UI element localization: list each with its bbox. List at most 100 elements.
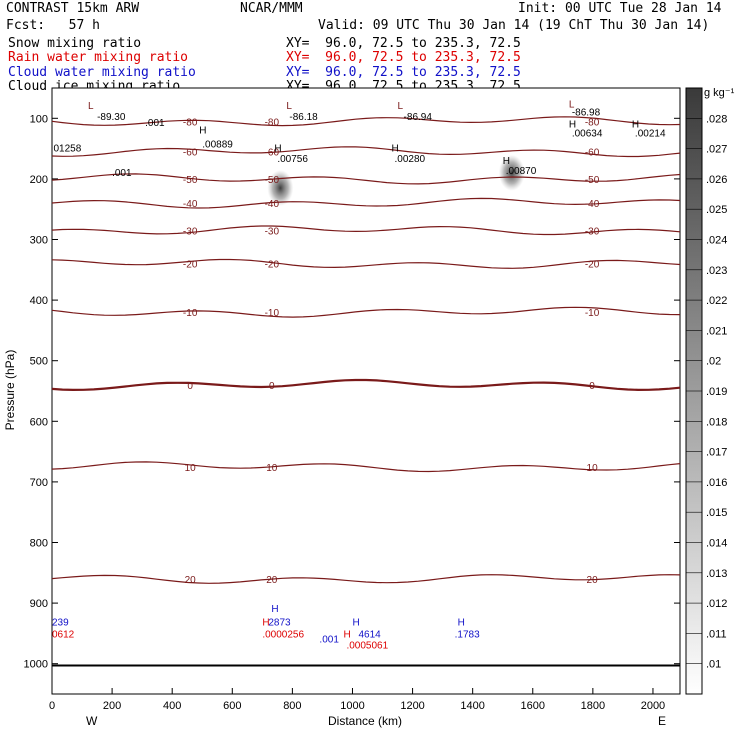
contour-label-20-1: 20 bbox=[266, 575, 278, 586]
colorbar-tick-label-7: .017 bbox=[706, 447, 727, 459]
x-tick-label-600: 600 bbox=[223, 700, 241, 712]
extrema-label-6: L bbox=[569, 99, 575, 110]
y-tick-label-500: 500 bbox=[30, 356, 48, 368]
extrema-label-12: H bbox=[392, 144, 399, 155]
extrema-label-5: -86.94 bbox=[404, 112, 433, 123]
extrema-label-13: .00280 bbox=[395, 154, 426, 165]
header-fcst: Fcst: 57 h bbox=[6, 18, 100, 33]
contour-label--80-2: -80 bbox=[585, 117, 600, 128]
colorbar-tick-label-15: .025 bbox=[706, 204, 727, 216]
field-label-cloud-water: Cloud water mixing ratio bbox=[8, 65, 196, 80]
colorbar-unit: g kg⁻¹ bbox=[704, 87, 735, 99]
extrema-label-8: H bbox=[199, 125, 206, 136]
contour-label--20-0: -20 bbox=[183, 260, 198, 271]
ice-shading-blob-1 bbox=[498, 154, 525, 191]
header-model: CONTRAST 15km ARW bbox=[6, 1, 140, 16]
colorbar-tick-label-16: .026 bbox=[706, 174, 727, 186]
extrema-label-32: 239 bbox=[52, 618, 69, 629]
contour-label--30-0: -30 bbox=[183, 226, 198, 237]
contour-label--40-1: -40 bbox=[265, 199, 280, 210]
extrema-label-27: H bbox=[343, 630, 350, 641]
contour-label--10-0: -10 bbox=[183, 308, 198, 319]
x-tick-label-200: 200 bbox=[103, 700, 121, 712]
temperature-contour-10 bbox=[51, 461, 681, 473]
contour-label--60-1: -60 bbox=[265, 148, 280, 159]
extrema-label-22: 01258 bbox=[54, 144, 82, 155]
colorbar-tick-label-11: .021 bbox=[706, 325, 727, 337]
contour-label--40-2: -40 bbox=[585, 199, 600, 210]
extrema-label-25: H bbox=[458, 618, 465, 629]
extrema-label-28: 2873 bbox=[268, 618, 291, 629]
contour-label--50-2: -50 bbox=[585, 175, 600, 186]
x-tick-label-1200: 1200 bbox=[400, 700, 424, 712]
colorbar-tick-label-18: .028 bbox=[706, 113, 727, 125]
contour-label--30-1: -30 bbox=[265, 226, 280, 237]
y-tick-label-300: 300 bbox=[30, 235, 48, 247]
contour-label-10-1: 10 bbox=[266, 463, 278, 474]
extrema-label-21: .001 bbox=[112, 168, 132, 179]
contour-label--50-1: -50 bbox=[265, 175, 280, 186]
extrema-label-34: .0000256 bbox=[262, 630, 304, 641]
header-center: NCAR/MMM bbox=[240, 1, 303, 16]
contour-label--40-0: -40 bbox=[183, 199, 198, 210]
x-tick-label-400: 400 bbox=[163, 700, 181, 712]
x-tick-label-1000: 1000 bbox=[340, 700, 364, 712]
contour-label-20-0: 20 bbox=[185, 575, 197, 586]
extrema-label-11: .00756 bbox=[277, 154, 308, 165]
extrema-label-24: H bbox=[352, 618, 359, 629]
extrema-label-14: H bbox=[503, 156, 510, 167]
extrema-label-20: .001 bbox=[145, 118, 165, 129]
contour-label-0-1: 0 bbox=[269, 381, 275, 392]
extrema-label-19: .00214 bbox=[635, 128, 666, 139]
contour-label--10-1: -10 bbox=[265, 308, 280, 319]
y-tick-label-600: 600 bbox=[30, 416, 48, 428]
extrema-label-26: H bbox=[262, 618, 269, 629]
colorbar-tick-label-5: .015 bbox=[706, 507, 727, 519]
field-label-rain: Rain water mixing ratio bbox=[8, 50, 189, 65]
field-label-snow: Snow mixing ratio bbox=[8, 36, 142, 51]
x-end-label-east: E bbox=[658, 714, 666, 728]
extrema-label-17: .00634 bbox=[572, 128, 603, 139]
extrema-label-9: .00889 bbox=[202, 139, 233, 150]
y-tick-label-400: 400 bbox=[30, 295, 48, 307]
contour-label--50-0: -50 bbox=[183, 175, 198, 186]
colorbar-tick-label-6: .016 bbox=[706, 477, 727, 489]
contour-label--60-0: -60 bbox=[183, 148, 198, 159]
contour-label--10-2: -10 bbox=[585, 308, 600, 319]
extrema-label-1: -89.30 bbox=[97, 112, 126, 123]
colorbar-tick-label-0: .01 bbox=[706, 659, 721, 671]
colorbar-tick-label-2: .012 bbox=[706, 598, 727, 610]
extrema-label-4: L bbox=[398, 101, 404, 112]
extrema-label-16: H bbox=[569, 119, 576, 130]
y-tick-label-200: 200 bbox=[30, 174, 48, 186]
field-xy-rain: XY= 96.0, 72.5 to 235.3, 72.5 bbox=[286, 50, 521, 65]
contour-label--80-1: -80 bbox=[265, 117, 280, 128]
temperature-contour-0 bbox=[51, 378, 681, 392]
x-tick-label-1800: 1800 bbox=[581, 700, 605, 712]
temperature-contour--50 bbox=[51, 173, 681, 185]
x-tick-label-1400: 1400 bbox=[460, 700, 484, 712]
temperature-contour--30 bbox=[51, 225, 681, 236]
y-tick-label-100: 100 bbox=[30, 113, 48, 125]
contour-label-0-0: 0 bbox=[187, 381, 193, 392]
x-tick-label-1600: 1600 bbox=[521, 700, 545, 712]
x-end-label-west: W bbox=[86, 714, 98, 728]
extrema-label-18: H bbox=[632, 119, 639, 130]
extrema-label-33: 0612 bbox=[52, 630, 75, 641]
extrema-label-15: .00870 bbox=[506, 166, 537, 177]
extrema-label-30: .001 bbox=[319, 634, 339, 645]
extrema-label-35: .0005061 bbox=[346, 641, 388, 652]
colorbar-tick-label-12: .022 bbox=[706, 295, 727, 307]
header-valid: Valid: 09 UTC Thu 30 Jan 14 (19 ChT Thu … bbox=[318, 18, 710, 33]
y-tick-label-1000: 1000 bbox=[24, 659, 48, 671]
extrema-label-31: .1783 bbox=[455, 630, 480, 641]
plot-frame bbox=[51, 87, 681, 695]
colorbar-tick-label-14: .024 bbox=[706, 235, 727, 247]
x-tick-label-2000: 2000 bbox=[641, 700, 665, 712]
colorbar-tick-label-17: .027 bbox=[706, 144, 727, 156]
temperature-contour--20 bbox=[51, 258, 681, 269]
extrema-label-3: -86.18 bbox=[289, 112, 318, 123]
contour-label--60-2: -60 bbox=[585, 148, 600, 159]
contour-label-20-2: 20 bbox=[587, 575, 599, 586]
